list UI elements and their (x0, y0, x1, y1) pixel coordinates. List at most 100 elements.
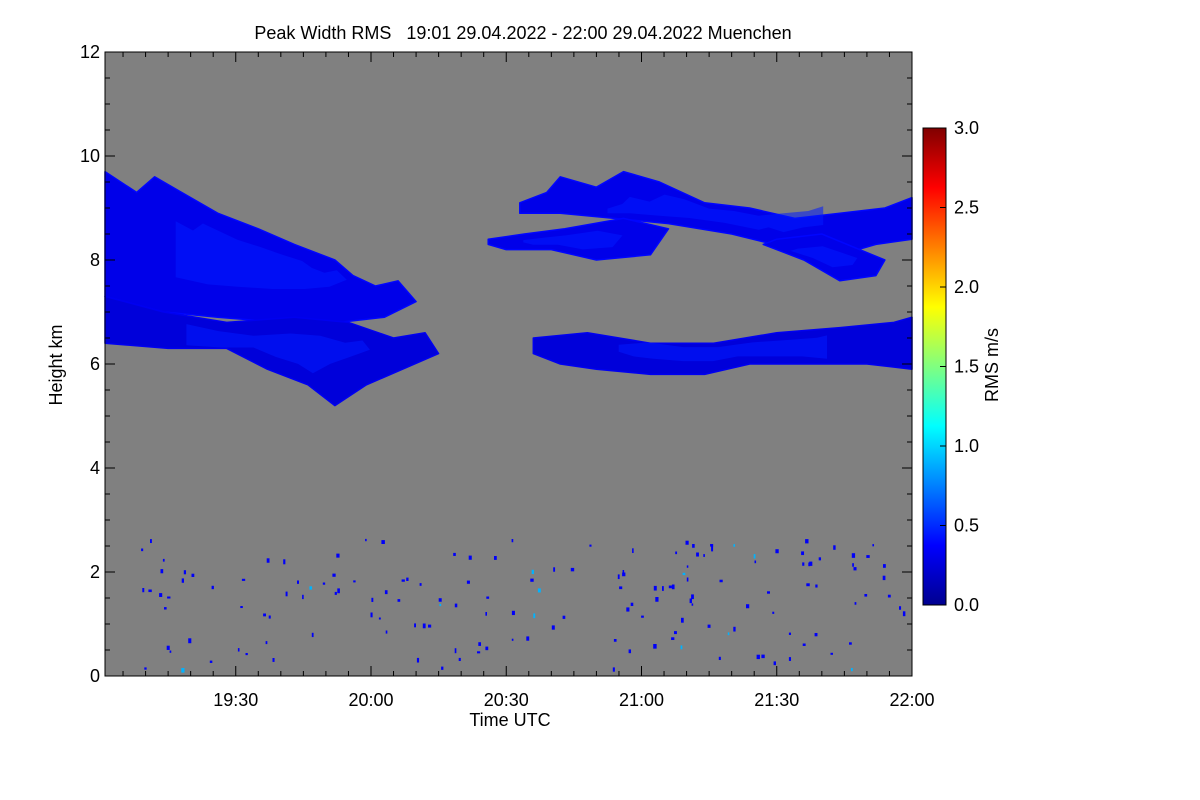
speckle (619, 586, 623, 590)
speckle (718, 656, 721, 661)
plot-area (104, 51, 913, 677)
speckle (802, 643, 806, 646)
speckle (144, 667, 147, 670)
y-axis: 0 2 4 6 8 10 12 (80, 42, 912, 686)
x-tick-label: 19:30 (213, 690, 258, 710)
speckle (628, 649, 632, 654)
speckle (240, 606, 243, 609)
speckle (209, 660, 213, 663)
speckle (589, 544, 592, 547)
speckle (245, 653, 248, 656)
speckle (853, 567, 857, 571)
speckle (311, 632, 314, 638)
chart-title: Peak Width RMS 19:01 29.04.2022 - 22:00 … (254, 23, 791, 43)
x-tick-label: 22:00 (889, 690, 934, 710)
y-tick-label: 10 (80, 146, 100, 166)
speckle (332, 573, 336, 577)
speckle (653, 585, 657, 591)
speckle (530, 578, 534, 582)
speckle (830, 652, 833, 655)
speckle (754, 560, 757, 564)
x-tick-label: 21:00 (619, 690, 664, 710)
speckle (181, 668, 185, 673)
speckle (302, 594, 304, 600)
speckle (414, 623, 417, 628)
speckle (691, 594, 694, 600)
speckle (668, 585, 672, 589)
speckle (682, 572, 686, 576)
speckle (775, 549, 779, 554)
speckle (164, 607, 167, 610)
speckle (674, 631, 677, 635)
speckle (466, 580, 470, 584)
speckle (655, 597, 659, 602)
speckle (416, 657, 420, 663)
speckle (887, 594, 891, 598)
speckle (622, 570, 625, 575)
speckle (485, 612, 487, 616)
speckle (385, 630, 388, 634)
y-tick-label: 4 (90, 458, 100, 478)
speckle (511, 539, 514, 543)
speckle (851, 553, 856, 558)
speckle (486, 596, 490, 599)
speckle (696, 552, 699, 557)
speckle (241, 578, 246, 581)
cloud-layers (104, 170, 913, 407)
speckle (902, 611, 906, 617)
speckle (806, 583, 810, 587)
speckle (617, 574, 620, 580)
speckle (336, 553, 340, 558)
cloud-layer-lower-right (532, 316, 913, 376)
speckle (802, 562, 805, 566)
speckle (148, 589, 152, 593)
speckle (833, 545, 836, 550)
speckle (428, 624, 432, 628)
colorbar-tick-label: 0.5 (954, 516, 979, 536)
speckle (727, 632, 730, 636)
low-level-speckles (141, 538, 906, 673)
speckle (851, 668, 853, 672)
speckle (167, 596, 171, 599)
colorbar-tick-label: 1.0 (954, 436, 979, 456)
x-tick-label: 21:30 (754, 690, 799, 710)
speckle (533, 613, 536, 619)
speckle (141, 548, 144, 552)
y-tick-label: 8 (90, 250, 100, 270)
colorbar-tick-label: 1.5 (954, 357, 979, 377)
speckle (570, 567, 575, 572)
x-axis-label: Time UTC (469, 710, 550, 730)
speckle (805, 539, 809, 544)
speckle (531, 569, 534, 575)
speckle (681, 617, 684, 623)
speckle (454, 648, 457, 654)
speckle (181, 578, 185, 583)
speckle (703, 554, 705, 557)
speckle (808, 562, 811, 567)
speckle (630, 602, 634, 606)
speckle (849, 642, 852, 645)
cloud-layer-upper-left (104, 170, 417, 324)
speckle (384, 590, 388, 595)
speckle (788, 632, 792, 635)
speckle (441, 666, 444, 670)
speckle (477, 651, 481, 654)
speckle (297, 580, 299, 584)
speckle (266, 558, 270, 563)
speckle (188, 638, 192, 644)
colorbar-label: RMS m/s (982, 328, 1002, 402)
speckle (773, 661, 776, 666)
speckle (551, 625, 555, 630)
speckle (353, 580, 356, 583)
speckle (671, 637, 675, 641)
speckle (788, 657, 792, 661)
speckle (183, 570, 187, 575)
colorbar-tick-label: 3.0 (954, 118, 979, 138)
speckle (365, 538, 367, 542)
speckle (263, 613, 267, 617)
speckle (371, 597, 374, 602)
y-tick-label: 0 (90, 666, 100, 686)
speckle (767, 591, 771, 594)
speckle (675, 551, 678, 555)
